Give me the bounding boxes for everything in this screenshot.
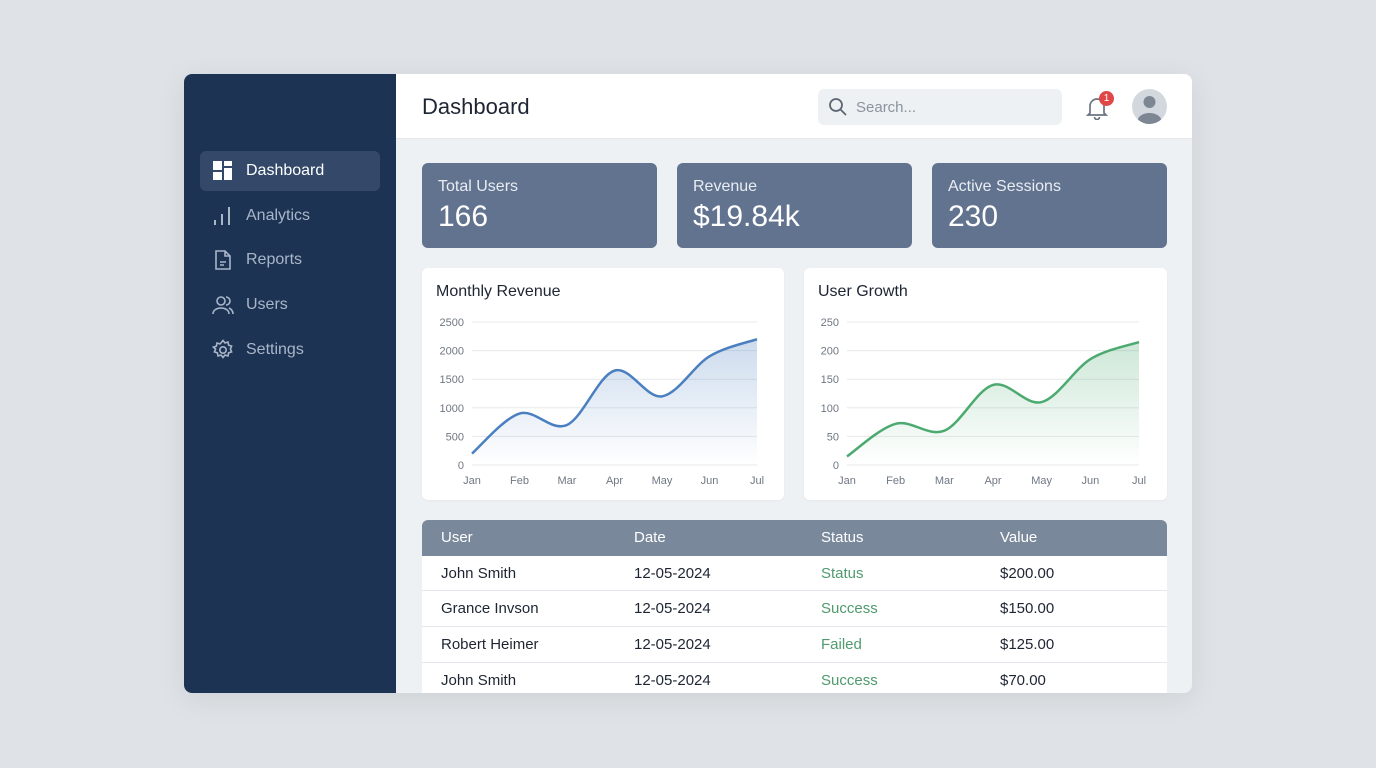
sidebar-item-label: Analytics [246, 206, 311, 224]
x-tick-label: Jul [750, 475, 764, 487]
cell-date: 12-05-2024 [634, 600, 711, 618]
sidebar-item-label: Users [246, 296, 288, 314]
series-line [846, 340, 1140, 458]
column-header-date[interactable]: Date [634, 529, 666, 547]
y-tick-label: 2000 [440, 346, 464, 358]
x-tick-label: Feb [886, 475, 905, 487]
cell-status: Success [821, 671, 878, 689]
sidebar-item-reports[interactable]: Reports [200, 240, 380, 280]
cell-status: Status [821, 564, 864, 582]
cell-user: John Smith [441, 671, 517, 689]
x-tick-label: Feb [510, 475, 529, 487]
stat-label: Total Users [438, 178, 519, 195]
cell-value: $125.00 [1000, 635, 1055, 653]
series-area [472, 339, 757, 465]
search-input[interactable]: Search... [818, 89, 1062, 125]
users-icon [212, 296, 234, 315]
cell-value: $200.00 [1000, 564, 1055, 582]
x-tick-label: Mar [558, 475, 577, 487]
chart-plot: 0 500 1000 1500 2000 2500 Jan Feb Mar Apr May Jun Ju… [440, 317, 765, 487]
gear-icon [212, 338, 233, 359]
cell-date: 12-05-2024 [634, 635, 711, 653]
x-tick-label: Apr [984, 475, 1001, 487]
y-tick-label: 250 [821, 317, 839, 329]
chart-plot: 0 50 100 150 200 250 Jan Feb Mar Apr May Jun Jul [821, 317, 1146, 487]
avatar[interactable] [1132, 89, 1167, 124]
x-tick-label: Jul [1132, 475, 1146, 487]
sidebar-item-label: Dashboard [246, 162, 325, 179]
cell-user: Robert Heimer [441, 635, 539, 653]
bar-chart-icon [214, 206, 230, 225]
user-growth-chart: User Growth 0 50 100 150 200 250 Jan Feb Mar Apr Ma… [804, 268, 1167, 500]
document-icon [215, 250, 231, 271]
y-tick-label: 1500 [440, 374, 464, 386]
search-icon [829, 98, 847, 116]
table-header: User Date Status Value [422, 520, 1167, 556]
stat-label: Active Sessions [948, 178, 1061, 195]
stat-card-total-users: Total Users 166 [422, 163, 657, 248]
y-tick-label: 50 [827, 431, 839, 443]
search-placeholder: Search... [856, 98, 917, 116]
x-tick-label: Jan [463, 475, 481, 487]
transactions-table: User Date Status Value John Smith 12-05-2… [422, 520, 1167, 693]
cell-status: Failed [821, 635, 862, 653]
monthly-revenue-chart: Monthly Revenue 0 500 1000 1500 2000 2500 Jan Fe… [422, 268, 784, 500]
y-tick-label: 150 [821, 374, 839, 386]
sidebar-item-label: Reports [246, 251, 303, 269]
stat-value: 230 [948, 200, 999, 233]
page-title: Dashboard [422, 94, 530, 119]
series-area [847, 342, 1139, 465]
y-tick-label: 1000 [440, 403, 464, 415]
column-header-user[interactable]: User [441, 529, 473, 547]
cell-value: $150.00 [1000, 600, 1055, 618]
cell-user: Grance Invson [441, 600, 539, 618]
y-tick-label: 0 [458, 460, 464, 472]
user-avatar-icon [1137, 96, 1162, 124]
y-tick-label: 2500 [440, 317, 464, 329]
table-row[interactable]: Grance Invson 12-05-2024 Success $150.00 [422, 591, 1167, 628]
sidebar-item-settings[interactable]: Settings [200, 330, 380, 370]
cell-date: 12-05-2024 [634, 671, 711, 689]
sidebar-item-label: Settings [246, 340, 304, 358]
dashboard-icon [213, 161, 232, 180]
chart-title: Monthly Revenue [436, 283, 561, 300]
x-tick-label: Apr [606, 475, 623, 487]
table-row[interactable]: John Smith 12-05-2024 Success $70.00 [422, 663, 1167, 693]
x-tick-label: Jan [838, 475, 856, 487]
y-tick-label: 0 [833, 460, 839, 472]
x-tick-label: May [652, 475, 673, 487]
sidebar-item-analytics[interactable]: Analytics [200, 196, 380, 236]
column-header-value[interactable]: Value [1000, 529, 1038, 547]
stat-value: 166 [438, 200, 489, 233]
sidebar-item-users[interactable]: Users [200, 285, 380, 325]
x-tick-label: Jun [1081, 475, 1099, 487]
cell-user: John Smith [441, 564, 517, 582]
x-tick-label: May [1031, 475, 1052, 487]
cell-date: 12-05-2024 [634, 564, 711, 582]
table-row[interactable]: John Smith 12-05-2024 Status $200.00 [422, 556, 1167, 592]
notification-badge: 1 [1099, 91, 1114, 106]
dashboard-window: Dashboard Analytics Reports Users Settin… [184, 74, 1192, 693]
sidebar: Dashboard Analytics Reports Users Settin… [184, 74, 396, 693]
column-header-status[interactable]: Status [821, 529, 864, 547]
series-line [471, 337, 758, 455]
x-tick-label: Jun [701, 475, 719, 487]
y-tick-label: 500 [446, 431, 464, 443]
top-bar: Dashboard Search... 1 [396, 74, 1192, 139]
sidebar-item-dashboard[interactable]: Dashboard [200, 151, 380, 191]
x-tick-label: Mar [935, 475, 954, 487]
cell-status: Success [821, 600, 878, 618]
stat-label: Revenue [693, 178, 758, 195]
y-tick-label: 100 [821, 403, 839, 415]
y-tick-label: 200 [821, 346, 839, 358]
chart-title: User Growth [818, 283, 908, 300]
stat-card-revenue: Revenue $19.84k [677, 163, 912, 248]
cell-value: $70.00 [1000, 671, 1046, 689]
stat-value: $19.84k [693, 200, 800, 233]
table-row[interactable]: Robert Heimer 12-05-2024 Failed $125.00 [422, 627, 1167, 663]
stat-card-active-sessions: Active Sessions 230 [932, 163, 1167, 248]
